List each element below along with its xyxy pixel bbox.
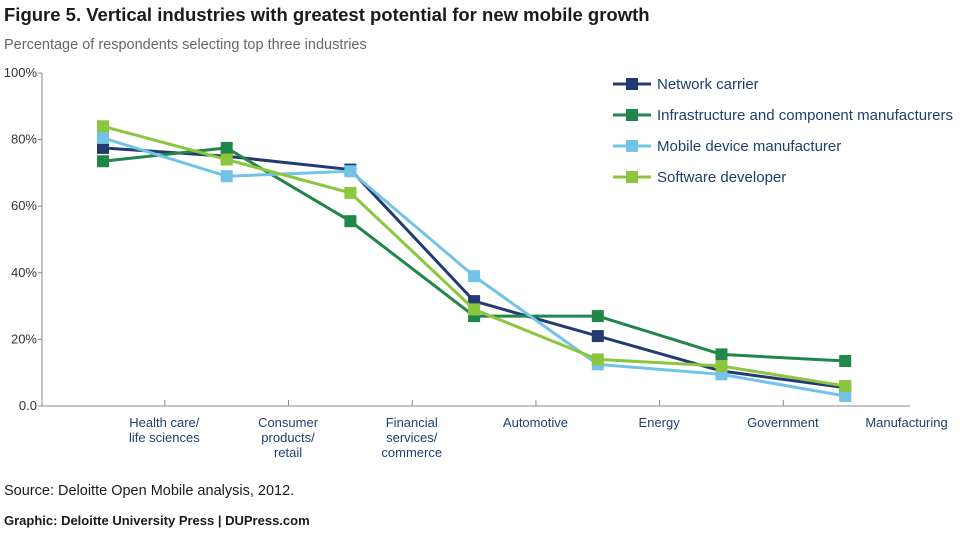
x-tick-label-line: commerce (381, 445, 442, 460)
data-point-marker (591, 353, 604, 366)
x-tick-label-line: Automotive (503, 415, 568, 430)
series-lines (97, 120, 852, 403)
data-point-marker (591, 330, 604, 343)
data-point-marker (839, 390, 852, 403)
y-tick-label: 100% (4, 65, 38, 80)
chart-title: Figure 5. Vertical industries with great… (4, 4, 650, 25)
data-point-marker (97, 131, 109, 144)
x-tick-label-line: retail (274, 445, 302, 460)
data-point-marker (344, 215, 357, 228)
y-tick-label: 20% (11, 331, 37, 346)
data-point-marker (715, 360, 728, 373)
tick-labels: 0.0 20% 40% 60% 80% 100% Health care/life scie… (4, 65, 948, 460)
x-tick-label-line: services/ (386, 430, 438, 445)
data-point-marker (220, 141, 233, 154)
x-tick-label-line: Financial (386, 415, 438, 430)
y-tick-label: 40% (11, 265, 37, 280)
x-tick-label: Energy (639, 415, 681, 430)
x-tick-label-line: Manufacturing (865, 415, 947, 430)
chart-axes (38, 72, 910, 407)
legend-marker-swatch (626, 171, 638, 183)
source-note: Source: Deloitte Open Mobile analysis, 2… (4, 483, 295, 499)
x-tick-label: Automotive (503, 415, 568, 430)
x-tick-label: Consumer products/retail (258, 415, 319, 460)
data-point-marker (97, 141, 109, 154)
x-tick-label: Health care/life sciences (129, 415, 200, 445)
x-tick-label-line: Health care/ (129, 415, 199, 430)
legend-label: Mobile device manufacturer (657, 138, 841, 155)
data-point-marker (468, 270, 481, 283)
chart-subtitle: Percentage of respondents selecting top … (4, 37, 367, 53)
x-tick-label: Manufacturing (865, 415, 947, 430)
data-point-marker (344, 186, 357, 199)
graphic-credit: Graphic: Deloitte University Press | DUP… (4, 513, 310, 528)
x-tick-label: Government (747, 415, 819, 430)
legend-label: Software developer (657, 169, 786, 186)
legend-label: Infrastructure and component manufacture… (657, 107, 953, 124)
y-tick-label: 0.0 (19, 398, 37, 413)
x-tick-label-line: Consumer (258, 415, 319, 430)
series-line (102, 124, 846, 388)
x-tick-label-line: Government (747, 415, 819, 430)
legend-item: Infrastructure and component manufacture… (613, 107, 953, 124)
legend-label: Network carrier (657, 76, 759, 93)
legend-item: Mobile device manufacturer (613, 138, 841, 155)
data-point-marker (220, 153, 233, 166)
y-tick-label: 60% (11, 198, 37, 213)
legend-marker-swatch (626, 78, 638, 90)
legend-item: Network carrier (613, 76, 759, 93)
data-point-marker (97, 155, 109, 168)
legend-item: Software developer (613, 169, 786, 186)
series-3 (97, 120, 852, 393)
data-point-marker (97, 120, 109, 133)
chart-legend: Network carrier Infrastructure and compon… (613, 76, 953, 186)
legend-marker-swatch (626, 109, 638, 121)
x-tick-label-line: Energy (639, 415, 681, 430)
x-tick-label: Financial services/commerce (381, 415, 442, 460)
data-point-marker (591, 310, 604, 323)
y-tick-label: 80% (11, 132, 37, 147)
data-point-marker (344, 165, 357, 178)
legend-marker-swatch (626, 140, 638, 152)
data-point-marker (468, 303, 481, 316)
x-tick-label-line: products/ (261, 430, 315, 445)
data-point-marker (220, 170, 233, 183)
x-tick-label-line: life sciences (129, 430, 200, 445)
data-point-marker (839, 355, 852, 368)
data-point-marker (715, 348, 728, 361)
data-point-marker (839, 380, 852, 393)
